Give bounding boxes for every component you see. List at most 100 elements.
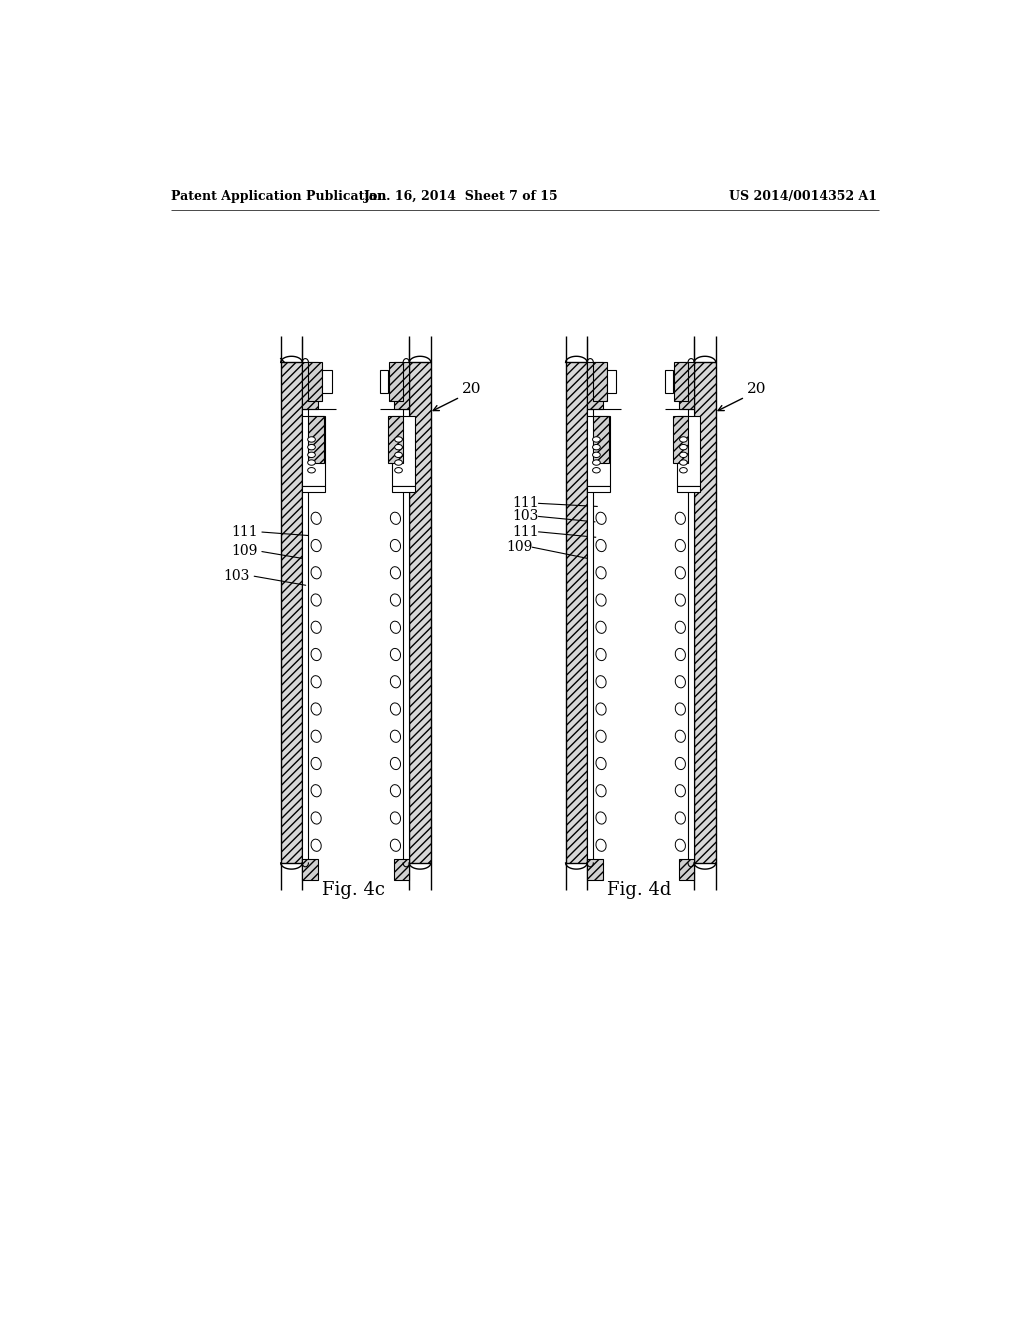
Ellipse shape xyxy=(311,840,322,851)
Ellipse shape xyxy=(390,594,400,606)
Ellipse shape xyxy=(390,648,400,660)
Bar xyxy=(410,363,431,863)
Ellipse shape xyxy=(390,566,400,579)
Ellipse shape xyxy=(390,812,400,824)
Ellipse shape xyxy=(675,784,685,797)
Ellipse shape xyxy=(390,730,400,742)
Ellipse shape xyxy=(675,594,685,606)
Text: Fig. 4d: Fig. 4d xyxy=(606,880,671,899)
Ellipse shape xyxy=(311,730,322,742)
Ellipse shape xyxy=(311,622,322,634)
Ellipse shape xyxy=(307,467,315,473)
Bar xyxy=(308,409,403,863)
Ellipse shape xyxy=(680,445,687,450)
Ellipse shape xyxy=(311,704,322,715)
Ellipse shape xyxy=(680,467,687,473)
Bar xyxy=(665,370,673,393)
Text: Fig. 4c: Fig. 4c xyxy=(323,880,385,899)
Ellipse shape xyxy=(390,540,400,552)
Bar xyxy=(587,859,602,880)
Bar xyxy=(389,363,403,401)
Ellipse shape xyxy=(390,512,400,524)
Ellipse shape xyxy=(596,704,606,715)
Bar xyxy=(607,370,616,393)
Ellipse shape xyxy=(311,676,322,688)
Bar xyxy=(302,409,308,863)
Ellipse shape xyxy=(675,676,685,688)
Ellipse shape xyxy=(596,840,606,851)
Ellipse shape xyxy=(593,459,600,465)
Bar xyxy=(587,409,593,863)
Ellipse shape xyxy=(311,648,322,660)
Bar xyxy=(694,363,716,863)
Bar xyxy=(302,859,317,880)
Ellipse shape xyxy=(390,622,400,634)
Bar xyxy=(281,363,302,863)
Ellipse shape xyxy=(596,730,606,742)
Ellipse shape xyxy=(311,566,322,579)
Ellipse shape xyxy=(394,459,402,465)
Bar xyxy=(587,416,610,486)
Bar xyxy=(308,363,323,401)
Bar xyxy=(593,409,688,863)
Bar xyxy=(679,859,694,880)
Ellipse shape xyxy=(593,467,600,473)
Ellipse shape xyxy=(596,512,606,524)
Ellipse shape xyxy=(675,758,685,770)
Ellipse shape xyxy=(311,512,322,524)
Bar xyxy=(674,363,688,401)
Ellipse shape xyxy=(680,453,687,458)
Ellipse shape xyxy=(675,540,685,552)
Ellipse shape xyxy=(675,622,685,634)
Ellipse shape xyxy=(593,437,600,442)
Text: Jan. 16, 2014  Sheet 7 of 15: Jan. 16, 2014 Sheet 7 of 15 xyxy=(365,190,559,203)
Ellipse shape xyxy=(675,566,685,579)
Text: 103: 103 xyxy=(512,510,539,524)
Text: 111: 111 xyxy=(231,525,258,539)
Ellipse shape xyxy=(311,812,322,824)
Text: 109: 109 xyxy=(506,540,532,554)
Ellipse shape xyxy=(596,784,606,797)
Bar xyxy=(394,859,410,880)
Ellipse shape xyxy=(390,758,400,770)
Bar xyxy=(593,363,607,401)
Ellipse shape xyxy=(596,676,606,688)
Ellipse shape xyxy=(675,648,685,660)
Ellipse shape xyxy=(675,512,685,524)
Bar xyxy=(403,409,410,863)
Bar xyxy=(308,416,324,462)
Bar xyxy=(688,409,694,863)
Bar xyxy=(677,416,700,486)
Ellipse shape xyxy=(675,704,685,715)
Text: US 2014/0014352 A1: US 2014/0014352 A1 xyxy=(729,190,878,203)
Ellipse shape xyxy=(593,453,600,458)
Ellipse shape xyxy=(390,676,400,688)
Ellipse shape xyxy=(596,540,606,552)
Ellipse shape xyxy=(596,648,606,660)
Text: 20: 20 xyxy=(462,383,481,396)
Ellipse shape xyxy=(596,758,606,770)
Bar xyxy=(673,416,688,462)
Ellipse shape xyxy=(680,437,687,442)
Bar xyxy=(302,363,317,409)
Ellipse shape xyxy=(307,453,315,458)
Ellipse shape xyxy=(596,566,606,579)
Ellipse shape xyxy=(307,445,315,450)
Bar xyxy=(565,363,587,863)
Ellipse shape xyxy=(307,459,315,465)
Bar xyxy=(587,486,610,492)
Text: 103: 103 xyxy=(223,569,250,582)
Bar xyxy=(392,486,416,492)
Ellipse shape xyxy=(596,594,606,606)
Ellipse shape xyxy=(394,453,402,458)
Ellipse shape xyxy=(311,758,322,770)
Ellipse shape xyxy=(680,459,687,465)
Text: 109: 109 xyxy=(231,544,258,558)
Ellipse shape xyxy=(593,445,600,450)
Bar xyxy=(380,370,388,393)
Bar xyxy=(394,363,410,409)
Bar xyxy=(587,363,602,409)
Ellipse shape xyxy=(675,730,685,742)
Ellipse shape xyxy=(390,840,400,851)
Ellipse shape xyxy=(311,784,322,797)
